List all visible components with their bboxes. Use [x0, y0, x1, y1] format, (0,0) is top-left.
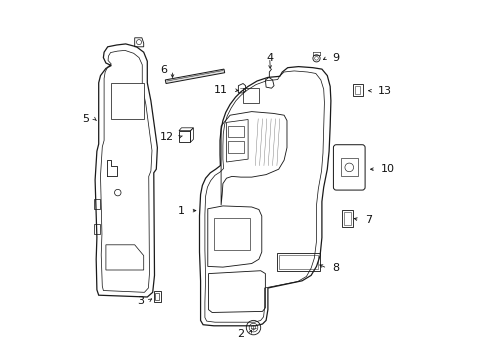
Text: 12: 12 — [160, 132, 174, 142]
Text: 6: 6 — [160, 65, 167, 75]
Polygon shape — [165, 69, 224, 84]
Text: 4: 4 — [265, 53, 273, 63]
Bar — [228, 141, 244, 153]
Text: 5: 5 — [82, 114, 89, 124]
Bar — [155, 293, 159, 300]
Bar — [354, 86, 360, 94]
Bar — [153, 291, 161, 302]
Bar — [352, 84, 362, 96]
Text: 7: 7 — [365, 215, 371, 225]
Bar — [179, 131, 190, 142]
Text: 11: 11 — [214, 85, 228, 95]
Text: 9: 9 — [332, 53, 339, 63]
Polygon shape — [106, 245, 143, 270]
Text: 8: 8 — [332, 263, 339, 273]
Bar — [94, 199, 101, 209]
Text: 3: 3 — [137, 296, 143, 306]
Bar — [242, 88, 258, 103]
Bar — [213, 218, 249, 250]
Bar — [111, 83, 143, 119]
Bar — [228, 126, 244, 137]
Text: 13: 13 — [377, 86, 391, 96]
Bar — [340, 158, 357, 176]
Text: 2: 2 — [237, 329, 244, 339]
Text: 1: 1 — [178, 206, 185, 216]
Bar — [279, 255, 317, 269]
Bar — [276, 253, 320, 271]
Bar — [94, 224, 101, 234]
Bar — [341, 210, 352, 227]
Text: 10: 10 — [381, 164, 394, 174]
Bar — [343, 212, 350, 225]
